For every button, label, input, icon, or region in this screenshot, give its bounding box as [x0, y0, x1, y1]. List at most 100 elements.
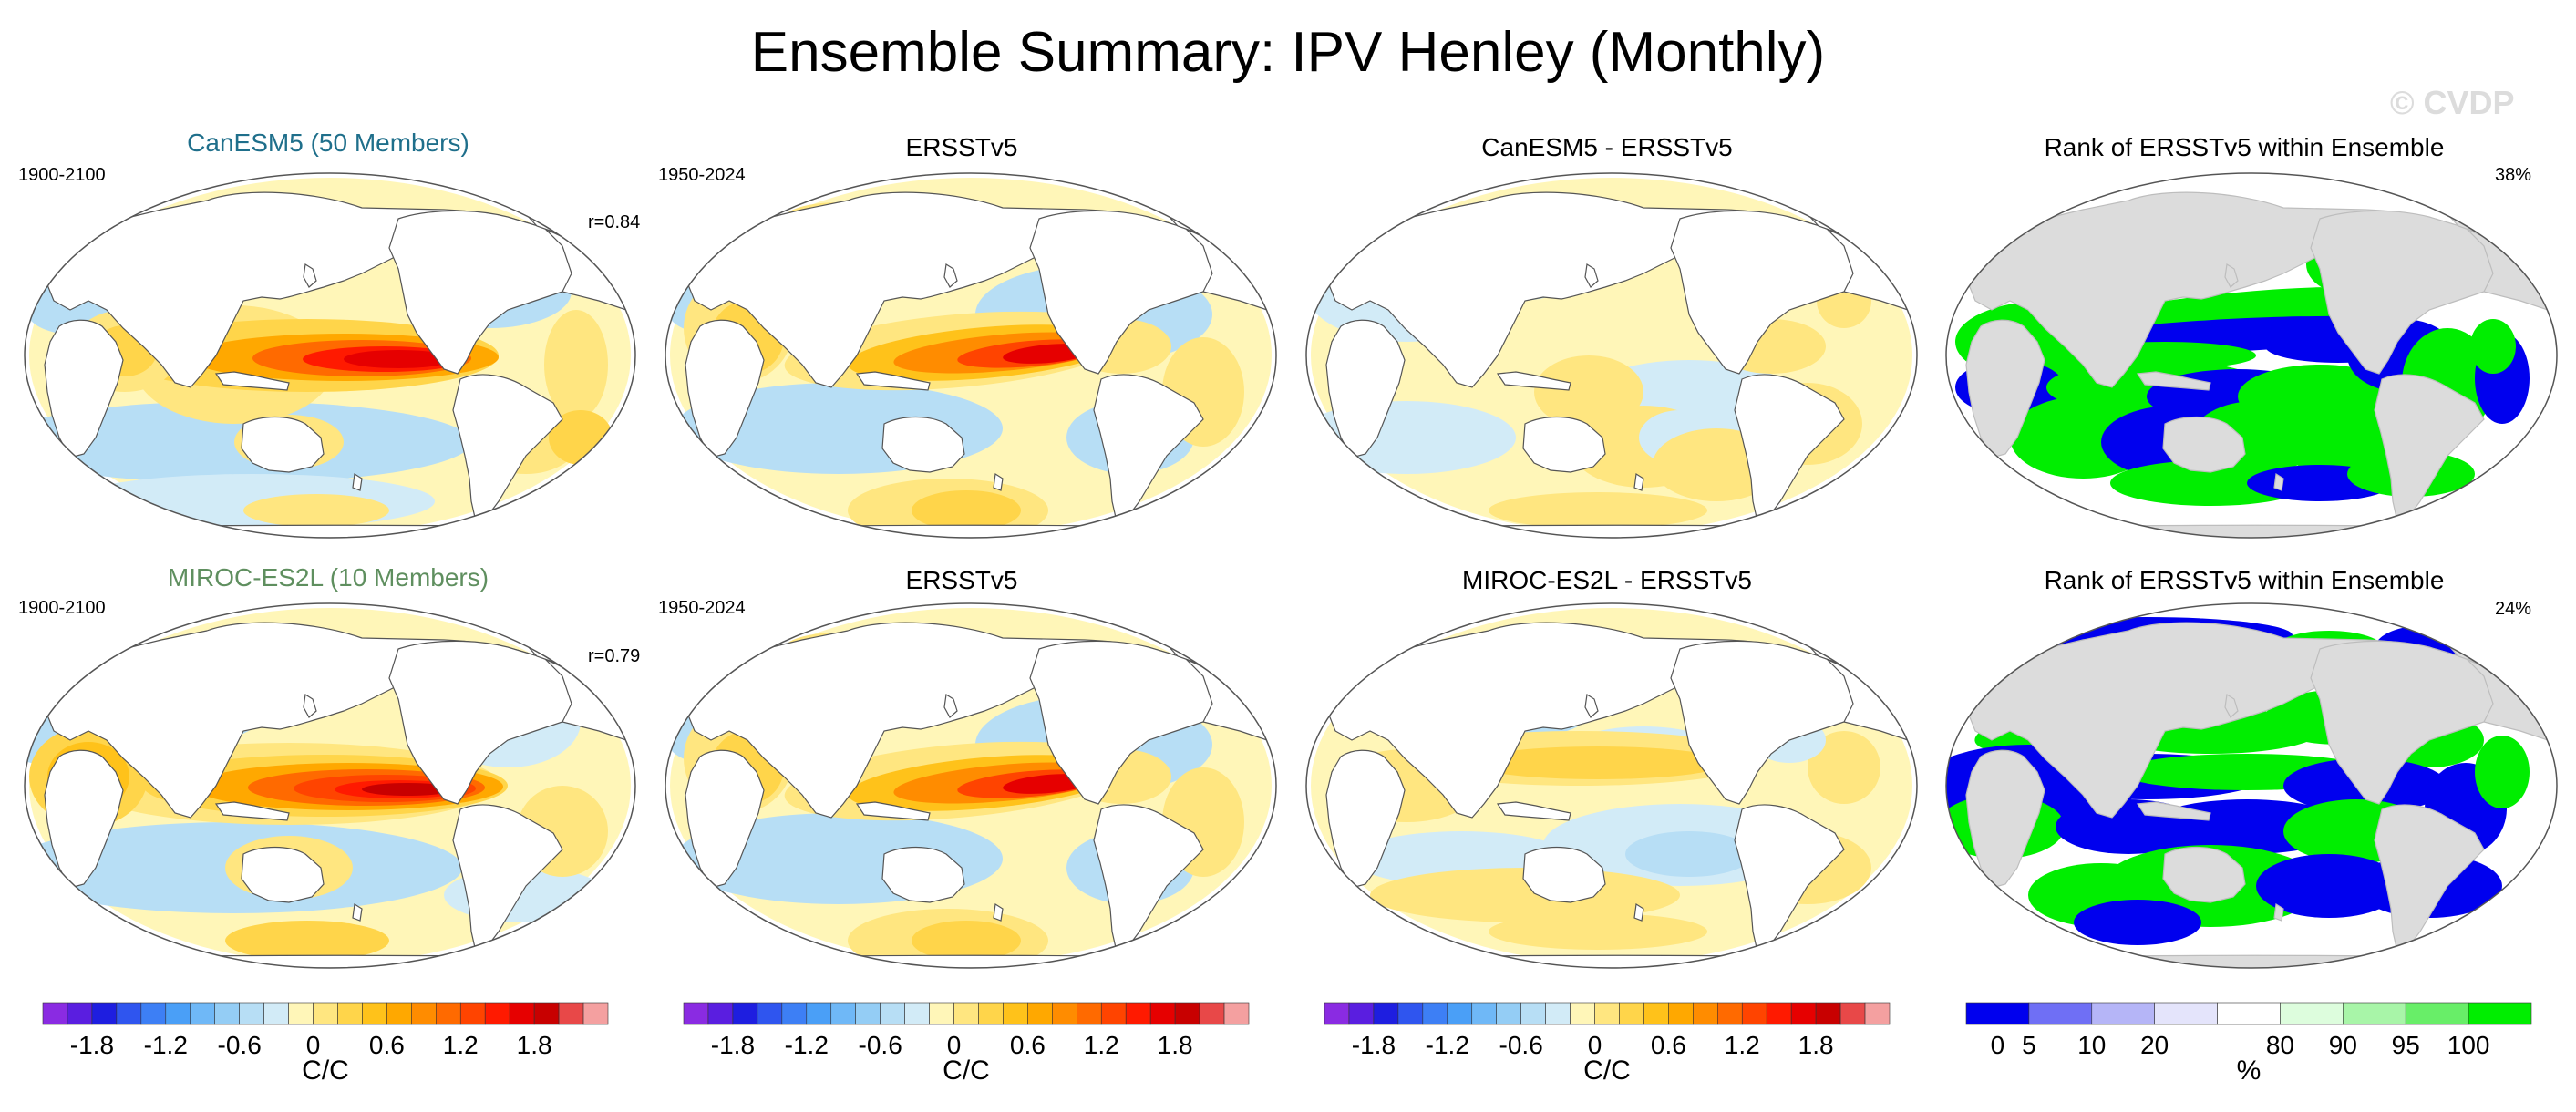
- continent-namer: [2310, 210, 2494, 375]
- colorbar-swatch: [1790, 1002, 1817, 1025]
- colorbar-swatch: [1149, 1002, 1176, 1025]
- colorbar-tick-label: 20: [2140, 1031, 2169, 1059]
- continent-africa: [1965, 319, 2045, 458]
- colorbar-tick-label: 0: [306, 1031, 321, 1059]
- colorbar-swatch: [1693, 1002, 1718, 1025]
- rank-region: [2256, 854, 2402, 918]
- continent-antarc: [69, 524, 591, 538]
- model-r-row1: r=0.84: [588, 212, 641, 232]
- colorbar-swatch: [1520, 1002, 1546, 1025]
- cvdp-watermark: © CVDP: [2390, 84, 2515, 121]
- continent-namer: [2310, 640, 2494, 805]
- colorbar-rank-unit: %: [2236, 1055, 2262, 1086]
- continent-indo: [855, 801, 931, 821]
- colorbar-swatch: [165, 1002, 191, 1025]
- continent-nz: [1633, 902, 1644, 922]
- colorbar-swatch: [2217, 1002, 2281, 1025]
- colorbar-swatch: [1052, 1002, 1077, 1025]
- colorbar-swatch: [1717, 1002, 1743, 1025]
- colorbar-swatch: [1741, 1002, 1767, 1025]
- colorbar-tick-label: 5: [2022, 1031, 2036, 1059]
- colorbar-diff: -1.8 -1.2 -0.6 0 0.6 1.2 1.8: [1324, 1002, 1891, 1094]
- obs-title-row2: ERSSTv5: [905, 566, 1018, 594]
- colorbar-swatch: [1965, 1002, 2030, 1025]
- colorbar-tick-label: 10: [2077, 1031, 2106, 1059]
- sst-anomaly-region: [912, 490, 1021, 530]
- colorbar-tick-label: 100: [2447, 1031, 2490, 1059]
- model-r-row2: r=0.79: [588, 646, 641, 666]
- colorbar-swatch: [116, 1002, 142, 1025]
- colorbar-swatch: [1815, 1002, 1841, 1025]
- continent-samer: [1093, 374, 1204, 522]
- rank-title-row2: Rank of ERSSTv5 within Ensemble: [2044, 566, 2445, 594]
- colorbar-swatch: [313, 1002, 338, 1025]
- colorbar-swatch: [436, 1002, 461, 1025]
- map-border: [1945, 602, 2558, 969]
- continent-antarc: [69, 954, 591, 968]
- colorbar-swatch: [288, 1002, 314, 1025]
- colorbar-swatch: [683, 1002, 709, 1025]
- continent-antarc: [710, 954, 1231, 968]
- colorbar-swatch: [1594, 1002, 1620, 1025]
- colorbar-tick-label: 1.2: [1725, 1031, 1760, 1059]
- colorbar-swatch: [855, 1002, 881, 1025]
- obs-period-row1: 1950-2024: [658, 165, 746, 185]
- continent-austr: [2162, 416, 2246, 473]
- colorbar-swatch: [1373, 1002, 1399, 1025]
- colorbar-tick-label: 80: [2266, 1031, 2294, 1059]
- colorbar-swatch: [2343, 1002, 2406, 1025]
- colorbar-swatch: [1643, 1002, 1669, 1025]
- map-border: [24, 602, 636, 969]
- colorbar-swatch: [1397, 1002, 1424, 1025]
- colorbar-rank: 0 5 10 20 80 90 95 100: [1965, 1002, 2532, 1094]
- map-border: [665, 172, 1277, 539]
- colorbar-tick-label: 0: [1991, 1031, 2005, 1059]
- colorbar-swatch: [140, 1002, 167, 1025]
- rank-region: [2470, 319, 2516, 374]
- continent-japan: [303, 263, 317, 288]
- continent-namer: [388, 210, 572, 375]
- colorbar-swatch: [1864, 1002, 1891, 1025]
- colorbar-swatch: [2091, 1002, 2155, 1025]
- colorbar-swatch: [1766, 1002, 1792, 1025]
- sst-anomaly-region: [225, 921, 389, 961]
- colorbar-model-unit: C/C: [302, 1055, 349, 1086]
- colorbar-tick-label: 1.2: [1084, 1031, 1119, 1059]
- map-diff-row2: [1297, 594, 1926, 977]
- continent-samer: [2374, 804, 2485, 952]
- colorbar-tick-label: -1.8: [70, 1031, 114, 1059]
- continent-japan: [943, 694, 958, 718]
- sst-anomaly-region: [362, 783, 453, 796]
- continent-namer: [1670, 210, 1854, 375]
- colorbar-tick-label: 1.2: [443, 1031, 479, 1059]
- map-border: [1305, 172, 1918, 539]
- colorbar-swatch: [1839, 1002, 1866, 1025]
- sst-anomaly-region: [912, 921, 1021, 961]
- colorbar-model: -1.8 -1.2 -0.6 0 0.6 1.2 1.8: [42, 1002, 609, 1094]
- map-border: [24, 172, 636, 539]
- colorbar-tick-label: -0.6: [1499, 1031, 1543, 1059]
- continent-africa: [685, 749, 765, 889]
- colorbar-diff-unit: C/C: [1583, 1055, 1631, 1086]
- map-rank-row2: [1937, 594, 2566, 977]
- continent-austr: [881, 416, 965, 473]
- continent-namer: [1029, 640, 1213, 805]
- map-border: [665, 602, 1277, 969]
- colorbar-tick-label: 1.8: [517, 1031, 552, 1059]
- colorbar-swatch: [337, 1002, 363, 1025]
- colorbar-tick-label: -0.6: [218, 1031, 262, 1059]
- continent-japan: [1584, 694, 1599, 718]
- model-period-row1: 1900-2100: [18, 165, 106, 185]
- continent-africa: [44, 749, 124, 889]
- colorbar-tick-label: -1.2: [144, 1031, 188, 1059]
- colorbar-swatch: [1570, 1002, 1595, 1025]
- continent-japan: [1584, 263, 1599, 288]
- map-border: [1305, 602, 1918, 969]
- continent-samer: [452, 374, 563, 522]
- sst-anomaly-region: [1306, 401, 1516, 474]
- colorbar-swatch: [830, 1002, 856, 1025]
- colorbar-swatch: [1223, 1002, 1250, 1025]
- colorbar-swatch: [880, 1002, 905, 1025]
- continent-africa: [685, 319, 765, 458]
- continent-nz: [1633, 472, 1644, 491]
